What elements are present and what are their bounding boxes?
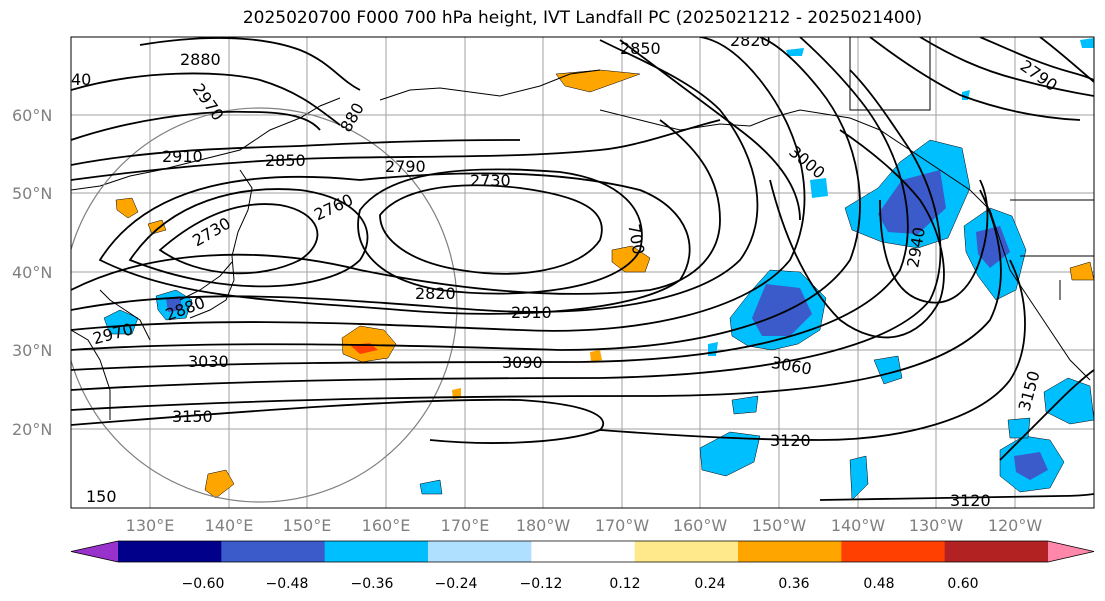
ivt-negative-region [878,170,946,234]
ivt-negative-region [752,284,812,336]
contour-label: 2910 [162,147,203,166]
colorbar-tick-label: 0.60 [947,576,978,592]
contour-label: 3090 [502,353,543,372]
contour-label: 2820 [730,31,771,50]
colorbar [70,540,1095,563]
lon-label: 120°W [988,516,1043,535]
contour-label: 2850 [620,39,661,58]
contour-label: 150 [86,487,117,506]
colorbar-segment [738,541,842,562]
lon-label: 180°W [516,516,571,535]
ivt-positive-region [1069,261,1094,281]
colorbar-segment [634,541,739,562]
colorbar-tick-label: −0.24 [435,576,478,592]
map-area: 2880 2850 2820 2790 40 2970 880 2910 285… [71,31,1094,510]
colorbar-outline [70,540,1095,563]
ivt-negative-region [976,226,1010,268]
lon-label: 140°W [831,516,886,535]
colorbar-ticks: −0.60 −0.48 −0.36 −0.24 −0.12 0.12 0.24 … [182,576,979,592]
ivt-negative-region [419,479,443,495]
contour-label: 2910 [511,303,552,322]
ivt-positive-region [115,197,139,219]
colorbar-extend-min [71,541,118,562]
colorbar-segment [118,541,222,562]
map-title: 2025020700 F000 700 hPa height, IVT Land… [242,8,923,28]
ivt-positive-region [590,350,602,362]
ivt-positive-region [147,219,167,235]
lon-label: 150°E [283,516,332,535]
contour-label: 2790 [385,157,426,176]
ivt-negative-region [849,455,869,501]
ivt-positive-region [452,388,461,399]
colorbar-tick-label: −0.12 [520,576,563,592]
contour-label: 3120 [950,491,991,510]
region-circle [71,107,458,503]
colorbar-tick-label: 0.48 [863,576,894,592]
lon-label: 170°W [595,516,650,535]
colorbar-extend-max [1048,541,1094,562]
colorbar-tick-label: −0.36 [351,576,394,592]
lon-label: 170°E [441,516,490,535]
longitude-labels: 130°E 140°E 150°E 160°E 170°E 180°W 170°… [126,516,1043,535]
colorbar-tick-label: −0.60 [182,576,225,592]
ivt-negative-region [699,431,761,477]
contour-label: 3150 [172,407,213,426]
colorbar-tick-label: 0.12 [609,576,640,592]
colorbar-segment [841,541,946,562]
map-frame [70,36,1095,509]
lat-label: 20°N [12,420,52,439]
ivt-negative-region [810,178,828,198]
ivt-negative-region [786,48,804,56]
colorbar-tick-label: −0.48 [266,576,309,592]
height-contours [71,37,1094,501]
lon-label: 130°W [909,516,964,535]
lat-label: 30°N [12,341,52,360]
contour-label: 2850 [265,151,306,170]
ivt-negative-region [103,309,139,335]
colorbar-tick-label: 0.36 [778,576,809,592]
ivt-negative-region [1043,377,1094,425]
colorbar-segment [428,541,532,562]
latitude-labels: 60°N 50°N 40°N 30°N 20°N [12,106,52,439]
lat-label: 60°N [12,106,52,125]
ivt-negative-region [731,395,759,415]
colorbar-tick-label: 0.24 [694,576,725,592]
lon-label: 160°E [362,516,411,535]
ivt-positive-region [204,469,235,499]
contour-label: 2820 [415,284,456,303]
ivt-negative-region [1080,38,1094,48]
contour-label: 40 [71,70,91,89]
colorbar-segment [531,541,636,562]
lon-label: 130°E [126,516,175,535]
contour-label: 3030 [188,352,229,371]
contour-label: 2730 [470,171,511,190]
lon-label: 140°E [205,516,254,535]
colorbar-segment [324,541,429,562]
ivt-negative-region [166,296,182,312]
ivt-negative-region [1014,452,1048,480]
lon-label: 160°W [673,516,728,535]
contour-label: 2880 [180,50,221,69]
ivt-negative-region [1007,417,1031,439]
lon-label: 150°W [752,516,807,535]
ivt-positive-region [611,245,651,273]
colorbar-segment [221,541,326,562]
colorbar-segment [944,541,1049,562]
contour-label: 3120 [770,431,811,450]
lat-label: 40°N [12,263,52,282]
lat-label: 50°N [12,184,52,203]
